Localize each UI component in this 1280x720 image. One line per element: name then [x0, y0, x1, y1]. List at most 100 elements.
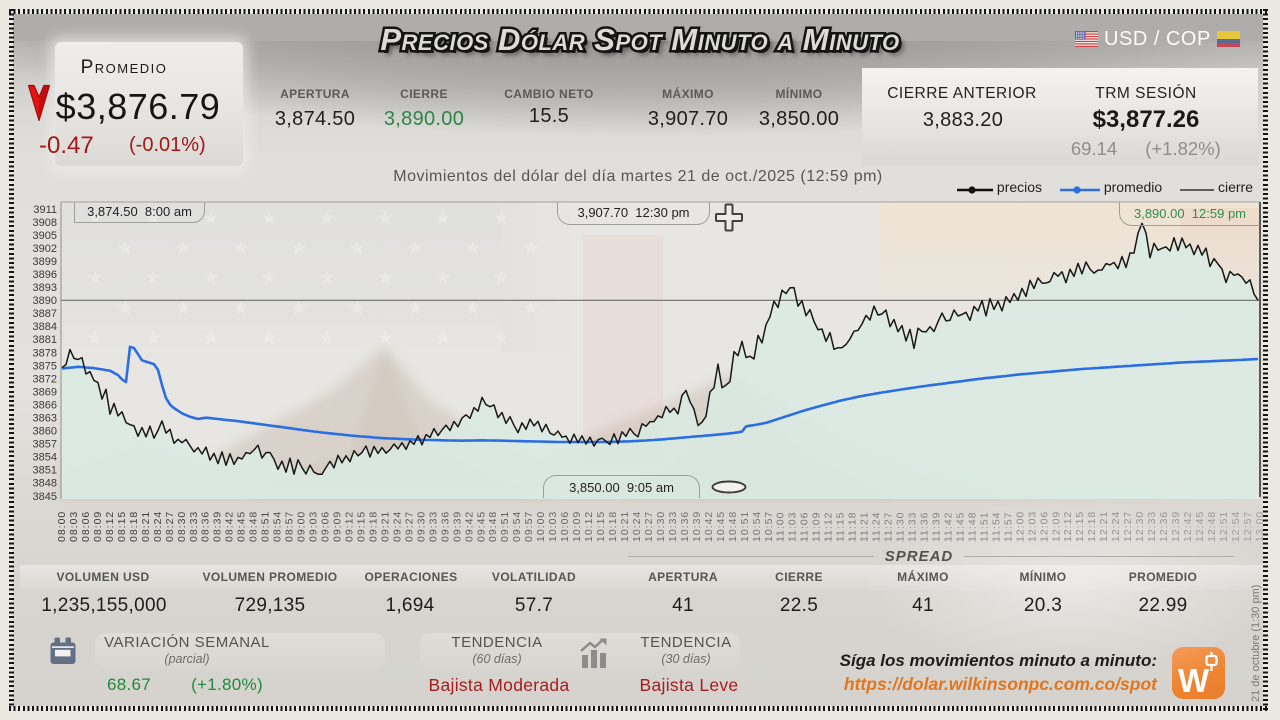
svg-text:11:57: 11:57 — [1002, 512, 1014, 543]
svg-text:10:36: 10:36 — [679, 511, 691, 542]
svg-text:10:24: 10:24 — [631, 511, 643, 542]
svg-text:3908: 3908 — [33, 217, 57, 229]
svg-text:08:06: 08:06 — [80, 511, 92, 542]
svg-text:09:36: 09:36 — [439, 511, 451, 542]
svg-text:10:39: 10:39 — [691, 511, 703, 542]
svg-text:08:24: 08:24 — [152, 511, 164, 542]
svg-text:11:39: 11:39 — [931, 512, 943, 543]
svg-text:12:54: 12:54 — [1230, 511, 1242, 542]
svg-text:08:51: 08:51 — [260, 511, 272, 542]
svg-text:12:12: 12:12 — [1062, 511, 1074, 542]
svg-text:10:30: 10:30 — [655, 511, 667, 542]
svg-text:12:27: 12:27 — [1122, 511, 1134, 542]
svg-text:12:21: 12:21 — [1098, 511, 1110, 542]
svg-text:09:33: 09:33 — [427, 511, 439, 542]
svg-text:09:12: 09:12 — [344, 511, 356, 542]
svg-text:11:36: 11:36 — [919, 512, 931, 543]
svg-text:3872: 3872 — [33, 373, 57, 385]
svg-text:10:33: 10:33 — [667, 511, 679, 542]
svg-text:08:36: 08:36 — [200, 511, 212, 542]
svg-text:12:18: 12:18 — [1086, 511, 1098, 542]
svg-text:11:00: 11:00 — [775, 512, 787, 543]
svg-text:3857: 3857 — [33, 439, 57, 451]
svg-text:11:54: 11:54 — [990, 512, 1002, 543]
svg-text:11:24: 11:24 — [871, 512, 883, 543]
svg-text:11:30: 11:30 — [895, 512, 907, 543]
svg-text:09:42: 09:42 — [463, 511, 475, 542]
svg-text:09:21: 09:21 — [379, 511, 391, 542]
svg-text:12:39: 12:39 — [1170, 511, 1182, 542]
svg-text:3863: 3863 — [33, 413, 57, 425]
svg-text:09:48: 09:48 — [487, 511, 499, 542]
svg-text:10:06: 10:06 — [559, 511, 571, 542]
svg-text:11:06: 11:06 — [799, 512, 811, 543]
svg-text:3905: 3905 — [33, 230, 57, 242]
svg-text:11:12: 11:12 — [823, 512, 835, 543]
svg-text:09:45: 09:45 — [475, 511, 487, 542]
svg-text:08:30: 08:30 — [176, 511, 188, 542]
svg-text:12:42: 12:42 — [1182, 511, 1194, 542]
svg-text:11:18: 11:18 — [847, 512, 859, 543]
svg-text:11:33: 11:33 — [907, 512, 919, 543]
svg-text:3884: 3884 — [33, 321, 57, 333]
svg-text:11:48: 11:48 — [966, 512, 978, 543]
svg-text:08:27: 08:27 — [164, 511, 176, 542]
svg-text:08:18: 08:18 — [128, 511, 140, 542]
svg-text:3869: 3869 — [33, 386, 57, 398]
svg-text:09:18: 09:18 — [368, 511, 380, 542]
svg-text:08:42: 08:42 — [224, 511, 236, 542]
svg-text:10:54: 10:54 — [751, 511, 763, 542]
svg-text:12:15: 12:15 — [1074, 511, 1086, 542]
svg-text:12:03: 12:03 — [1026, 511, 1038, 542]
svg-text:12:33: 12:33 — [1146, 511, 1158, 542]
svg-text:08:00: 08:00 — [56, 511, 68, 542]
svg-text:3899: 3899 — [33, 256, 57, 268]
svg-text:11:27: 11:27 — [883, 512, 895, 543]
svg-text:12:57: 12:57 — [1242, 511, 1254, 542]
svg-text:09:57: 09:57 — [523, 511, 535, 542]
svg-text:10:00: 10:00 — [535, 511, 547, 542]
svg-text:09:00: 09:00 — [296, 511, 308, 542]
svg-text:08:03: 08:03 — [68, 511, 80, 542]
svg-text:12:30: 12:30 — [1134, 511, 1146, 542]
svg-text:09:27: 09:27 — [403, 511, 415, 542]
svg-text:09:24: 09:24 — [391, 511, 403, 542]
svg-text:12:09: 12:09 — [1050, 511, 1062, 542]
svg-text:09:09: 09:09 — [332, 511, 344, 542]
svg-text:10:21: 10:21 — [619, 511, 631, 542]
svg-text:3890: 3890 — [33, 295, 57, 307]
svg-text:09:03: 09:03 — [308, 511, 320, 542]
svg-text:3875: 3875 — [33, 360, 57, 372]
svg-text:3851: 3851 — [33, 465, 57, 477]
svg-text:08:33: 08:33 — [188, 511, 200, 542]
svg-text:09:54: 09:54 — [511, 511, 523, 542]
svg-text:09:06: 09:06 — [320, 511, 332, 542]
svg-text:10:51: 10:51 — [739, 511, 751, 542]
svg-text:12:36: 12:36 — [1158, 511, 1170, 542]
svg-text:3860: 3860 — [33, 426, 57, 438]
svg-text:3878: 3878 — [33, 347, 57, 359]
svg-text:10:45: 10:45 — [715, 511, 727, 542]
svg-text:3845: 3845 — [33, 491, 57, 503]
svg-text:10:03: 10:03 — [547, 511, 559, 542]
svg-text:3848: 3848 — [33, 478, 57, 490]
svg-text:3866: 3866 — [33, 399, 57, 411]
svg-text:11:42: 11:42 — [942, 512, 954, 543]
svg-text:11:15: 11:15 — [835, 512, 847, 543]
svg-text:11:51: 11:51 — [978, 512, 990, 543]
svg-text:12:24: 12:24 — [1110, 511, 1122, 542]
svg-text:12:45: 12:45 — [1194, 511, 1206, 542]
svg-text:09:15: 09:15 — [356, 511, 368, 542]
svg-text:09:51: 09:51 — [499, 511, 511, 542]
svg-text:3893: 3893 — [33, 282, 57, 294]
svg-text:10:15: 10:15 — [595, 511, 607, 542]
svg-text:11:09: 11:09 — [811, 512, 823, 543]
svg-text:11:03: 11:03 — [787, 512, 799, 543]
svg-text:3881: 3881 — [33, 334, 57, 346]
svg-text:09:30: 09:30 — [415, 511, 427, 542]
svg-text:3854: 3854 — [33, 452, 57, 464]
svg-text:08:12: 08:12 — [104, 511, 116, 542]
svg-text:3902: 3902 — [33, 243, 57, 255]
svg-text:10:18: 10:18 — [607, 511, 619, 542]
svg-text:12:51: 12:51 — [1218, 511, 1230, 542]
